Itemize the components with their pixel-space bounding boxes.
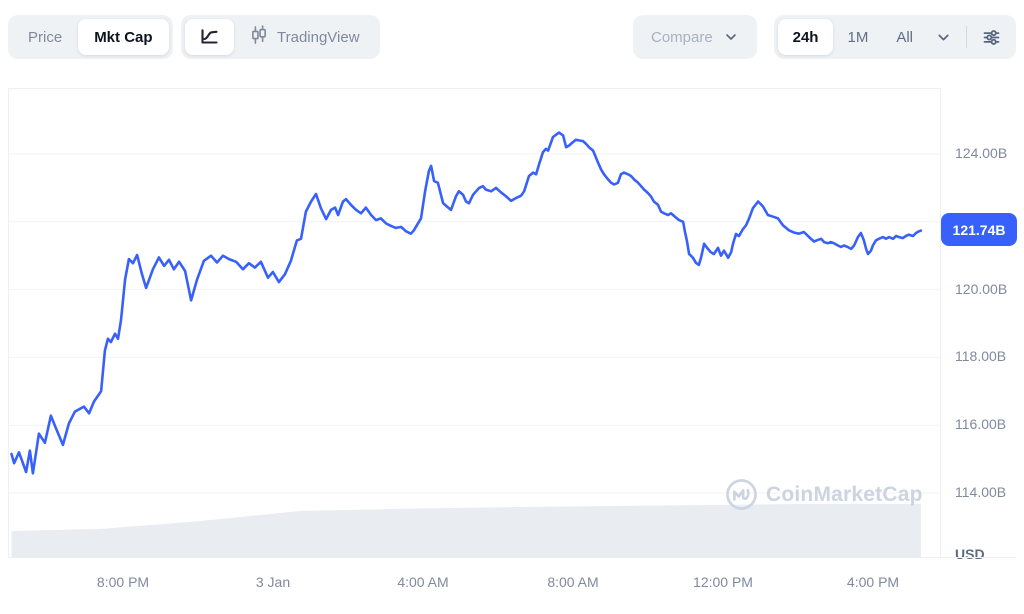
chart-svg xyxy=(9,131,940,557)
candlestick-icon xyxy=(250,25,268,49)
y-tick-label: 124.00B xyxy=(955,145,1008,161)
range-all-tab[interactable]: All xyxy=(896,28,913,46)
range-1m-tab[interactable]: 1M xyxy=(847,28,869,46)
x-tick-label: 4:00 PM xyxy=(846,574,900,590)
range-24h-tab[interactable]: 24h xyxy=(777,19,834,55)
sliders-icon xyxy=(981,27,1002,48)
compare-label: Compare xyxy=(651,28,713,46)
chevron-down-icon xyxy=(935,29,952,46)
volume-area xyxy=(11,504,921,557)
x-tick-label: 8:00 AM xyxy=(547,574,599,590)
range-more-chevron[interactable] xyxy=(927,29,960,46)
y-tick-label: 116.00B xyxy=(955,416,1007,433)
x-tick-label: 3 Jan xyxy=(255,574,291,590)
tradingview-toggle[interactable]: TradingView xyxy=(234,25,376,49)
chart-style-toggle-group: TradingView xyxy=(181,15,380,59)
compare-button[interactable]: Compare xyxy=(633,15,757,59)
tradingview-label: TradingView xyxy=(277,28,360,46)
metric-toggle-group: Price Mkt Cap xyxy=(8,15,173,59)
line-chart-toggle[interactable] xyxy=(185,19,234,55)
toolbar-divider xyxy=(966,26,967,48)
mkt-cap-tab[interactable]: Mkt Cap xyxy=(78,19,169,55)
y-tick-label: 114.00B xyxy=(955,484,1007,500)
axis-extension-line xyxy=(941,557,1016,558)
chart-plot-area[interactable] xyxy=(8,88,941,558)
x-tick-label: 8:00 PM xyxy=(96,574,150,590)
market-cap-line xyxy=(10,131,923,475)
x-tick-label: 4:00 AM xyxy=(397,574,449,590)
range-selector-group: 24h 1M All xyxy=(773,15,1016,59)
line-chart-icon xyxy=(199,25,220,50)
y-tick-label: 120.00B xyxy=(955,280,1008,297)
chart-settings-button[interactable] xyxy=(973,27,1012,48)
currency-unit-label: USD xyxy=(955,546,985,562)
current-value-badge: 121.74B xyxy=(941,213,1017,247)
x-axis: 8:00 PM 3 Jan 4:00 AM 8:00 AM 12:00 PM 4:00 P… xyxy=(0,574,1024,594)
x-tick-label: 12:00 PM xyxy=(693,574,753,590)
price-tab[interactable]: Price xyxy=(28,28,63,46)
y-tick-label: 118.00B xyxy=(955,348,1007,365)
chevron-down-icon xyxy=(723,29,739,45)
